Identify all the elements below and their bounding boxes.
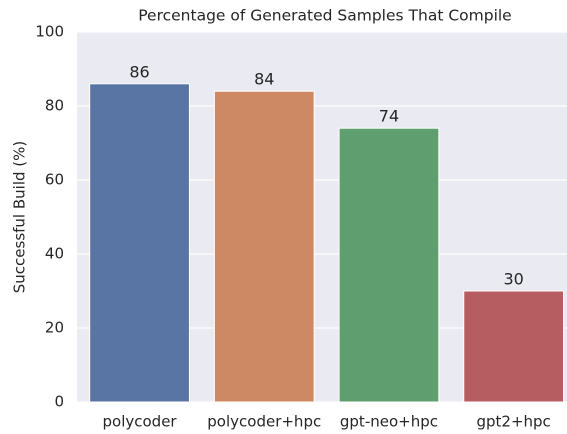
x-tick-label: gpt-neo+hpc <box>340 413 438 431</box>
x-tick-label: polycoder <box>103 413 178 431</box>
value-label: 84 <box>254 70 274 89</box>
y-axis-label: Successful Build (%) <box>11 141 29 293</box>
bar <box>338 127 440 403</box>
bar <box>463 290 565 403</box>
bar <box>213 90 315 403</box>
value-label: 86 <box>129 62 149 81</box>
chart-title: Percentage of Generated Samples That Com… <box>138 7 511 25</box>
value-label: 74 <box>379 107 399 126</box>
y-tick-label: 0 <box>54 393 64 411</box>
x-tick-label: gpt2+hpc <box>476 413 550 431</box>
x-tick-label: polycoder+hpc <box>207 413 321 431</box>
bar <box>89 83 190 403</box>
y-tick-label: 80 <box>45 97 64 115</box>
value-label: 30 <box>503 270 523 289</box>
y-tick-label: 40 <box>45 245 64 263</box>
y-tick-label: 60 <box>45 171 64 189</box>
y-tick-label: 20 <box>45 319 64 337</box>
y-tick-label: 100 <box>35 23 64 41</box>
